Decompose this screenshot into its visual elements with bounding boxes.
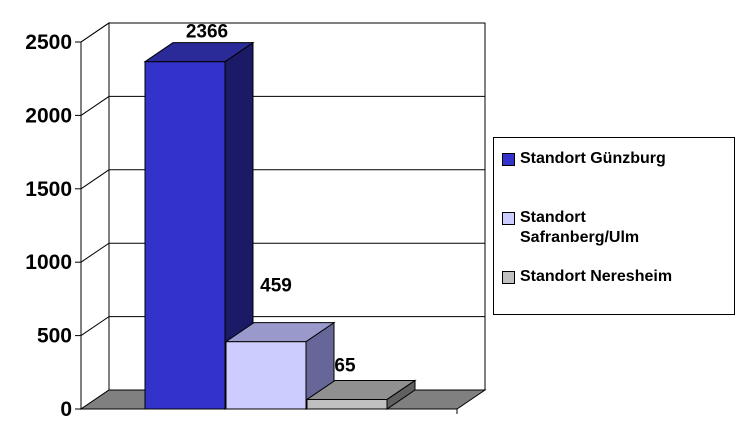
data-label: 2366 <box>186 22 228 43</box>
legend-label-guenzburg: Standort Günzburg <box>520 150 666 167</box>
y-tick-label: 1000 <box>25 251 72 274</box>
y-tick-label: 1500 <box>25 178 72 201</box>
side-wall <box>80 22 110 410</box>
legend-swatch-guenzburg <box>502 153 515 166</box>
bar-top <box>143 42 255 63</box>
gridline <box>80 95 485 116</box>
data-label: 459 <box>260 276 292 297</box>
y-tick-label: 2000 <box>25 104 72 127</box>
y-tick-label: 500 <box>37 325 72 348</box>
y-tick-label: 0 <box>60 398 72 421</box>
legend-item-guenzburg: Standort Günzburg <box>502 149 666 169</box>
legend-label-safranberg: Standort Safranberg/Ulm <box>520 209 640 246</box>
bar-front <box>306 398 388 410</box>
gridline <box>80 316 485 337</box>
chart-legend: Standort Günzburg Standort Safranberg/Ul… <box>493 137 735 315</box>
legend-swatch-safranberg <box>502 212 515 225</box>
legend-swatch-neresheim <box>502 271 515 284</box>
legend-label-neresheim: Standort Neresheim <box>520 268 673 285</box>
y-tick-label: 2500 <box>25 31 72 54</box>
bar-front <box>225 341 307 410</box>
gridline <box>80 242 485 263</box>
gridline <box>80 22 485 43</box>
bar-top <box>305 379 417 400</box>
legend-item-neresheim: Standort Neresheim <box>502 267 672 287</box>
data-label: 65 <box>334 355 356 376</box>
bar-front <box>144 61 226 410</box>
gridline <box>80 169 485 190</box>
legend-item-safranberg: Standort Safranberg/Ulm <box>502 208 639 248</box>
bar-top <box>224 322 336 343</box>
